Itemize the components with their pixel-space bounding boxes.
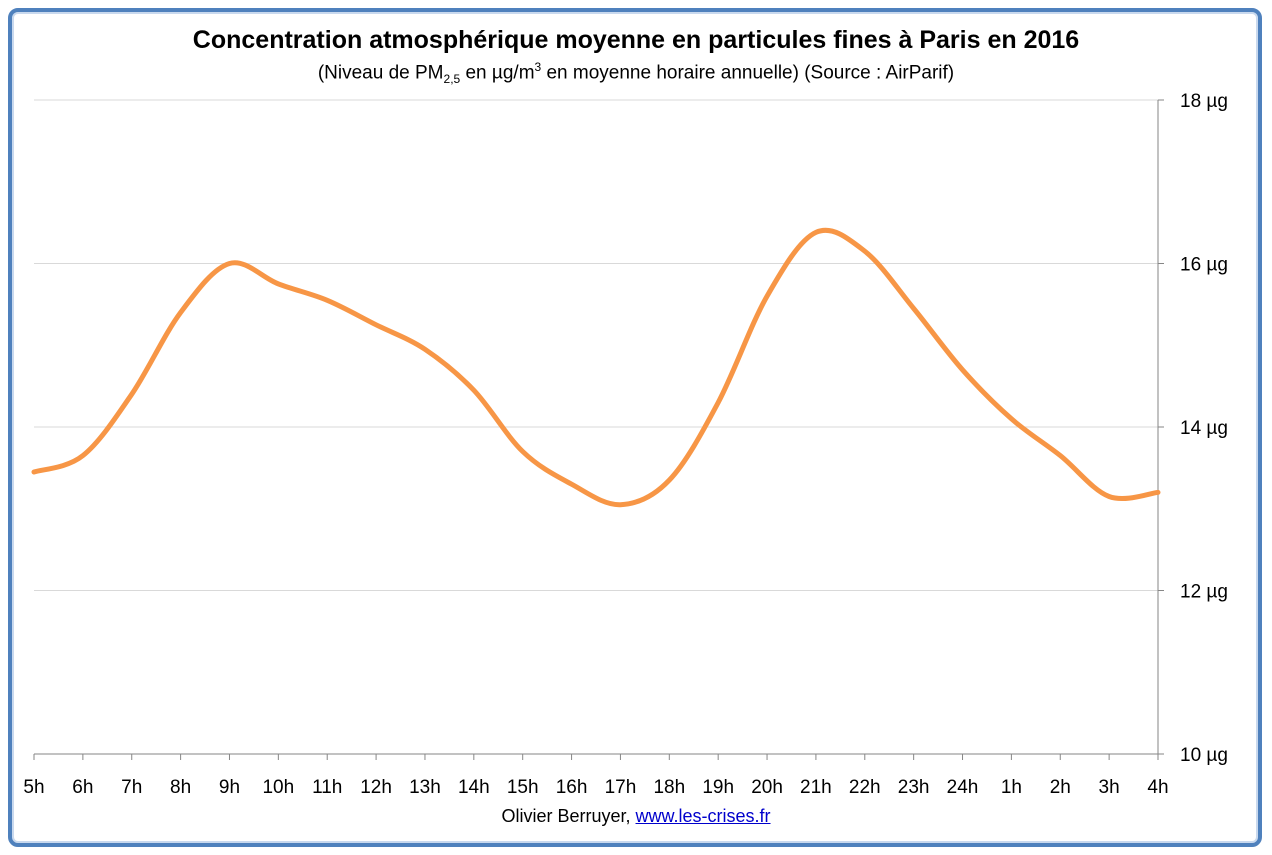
x-tick-label: 5h [23, 777, 44, 798]
x-tick-label: 23h [898, 777, 930, 798]
credit: Olivier Berruyer, www.les-crises.fr [0, 806, 1272, 827]
subtitle-pre: (Niveau de PM [317, 62, 444, 84]
x-tick-label: 12h [360, 777, 392, 798]
x-tick-label: 1h [1001, 777, 1022, 798]
x-tick-label: 20h [751, 777, 783, 798]
x-tick-label: 19h [702, 777, 734, 798]
x-tick-label: 16h [556, 777, 588, 798]
x-tick-label: 8h [170, 777, 191, 798]
x-tick-label: 9h [219, 777, 240, 798]
x-tick-label: 21h [800, 777, 832, 798]
x-tick-label: 24h [947, 777, 979, 798]
x-tick-label: 7h [121, 777, 142, 798]
subtitle-sup: 3 [534, 60, 542, 74]
credit-link[interactable]: www.les-crises.fr [635, 806, 771, 826]
subtitle-sub: 2,5 [443, 72, 461, 87]
x-tick-label: 18h [653, 777, 685, 798]
x-tick-label: 2h [1050, 777, 1071, 798]
x-tick-label: 10h [262, 777, 294, 798]
x-tick-label: 22h [849, 777, 881, 798]
series-line [31, 227, 1161, 508]
y-tick-label: 16 µg [1180, 255, 1228, 276]
y-tick-label: 18 µg [1180, 91, 1228, 112]
x-tick-label: 11h [312, 777, 342, 798]
x-tick-label: 3h [1099, 777, 1120, 798]
x-tick-label: 6h [72, 777, 93, 798]
chart-title: Concentration atmosphérique moyenne en p… [192, 26, 1080, 54]
subtitle-mid: en µg/m [460, 62, 535, 84]
y-tick-label: 10 µg [1180, 745, 1228, 766]
credit-author: Olivier Berruyer, [501, 806, 636, 826]
x-tick-label: 4h [1147, 777, 1168, 798]
x-tick-label: 14h [458, 777, 490, 798]
x-tick-label: 15h [507, 777, 539, 798]
chart-subtitle: (Niveau de PM2,5 en µg/m3 en moyenne hor… [0, 60, 1272, 86]
x-tick-label: 13h [409, 777, 441, 798]
x-tick-label: 17h [605, 777, 637, 798]
y-tick-label: 12 µg [1180, 582, 1228, 603]
y-tick-label: 14 µg [1180, 418, 1228, 439]
subtitle-post: en moyenne horaire annuelle) (Source : A… [541, 62, 955, 84]
